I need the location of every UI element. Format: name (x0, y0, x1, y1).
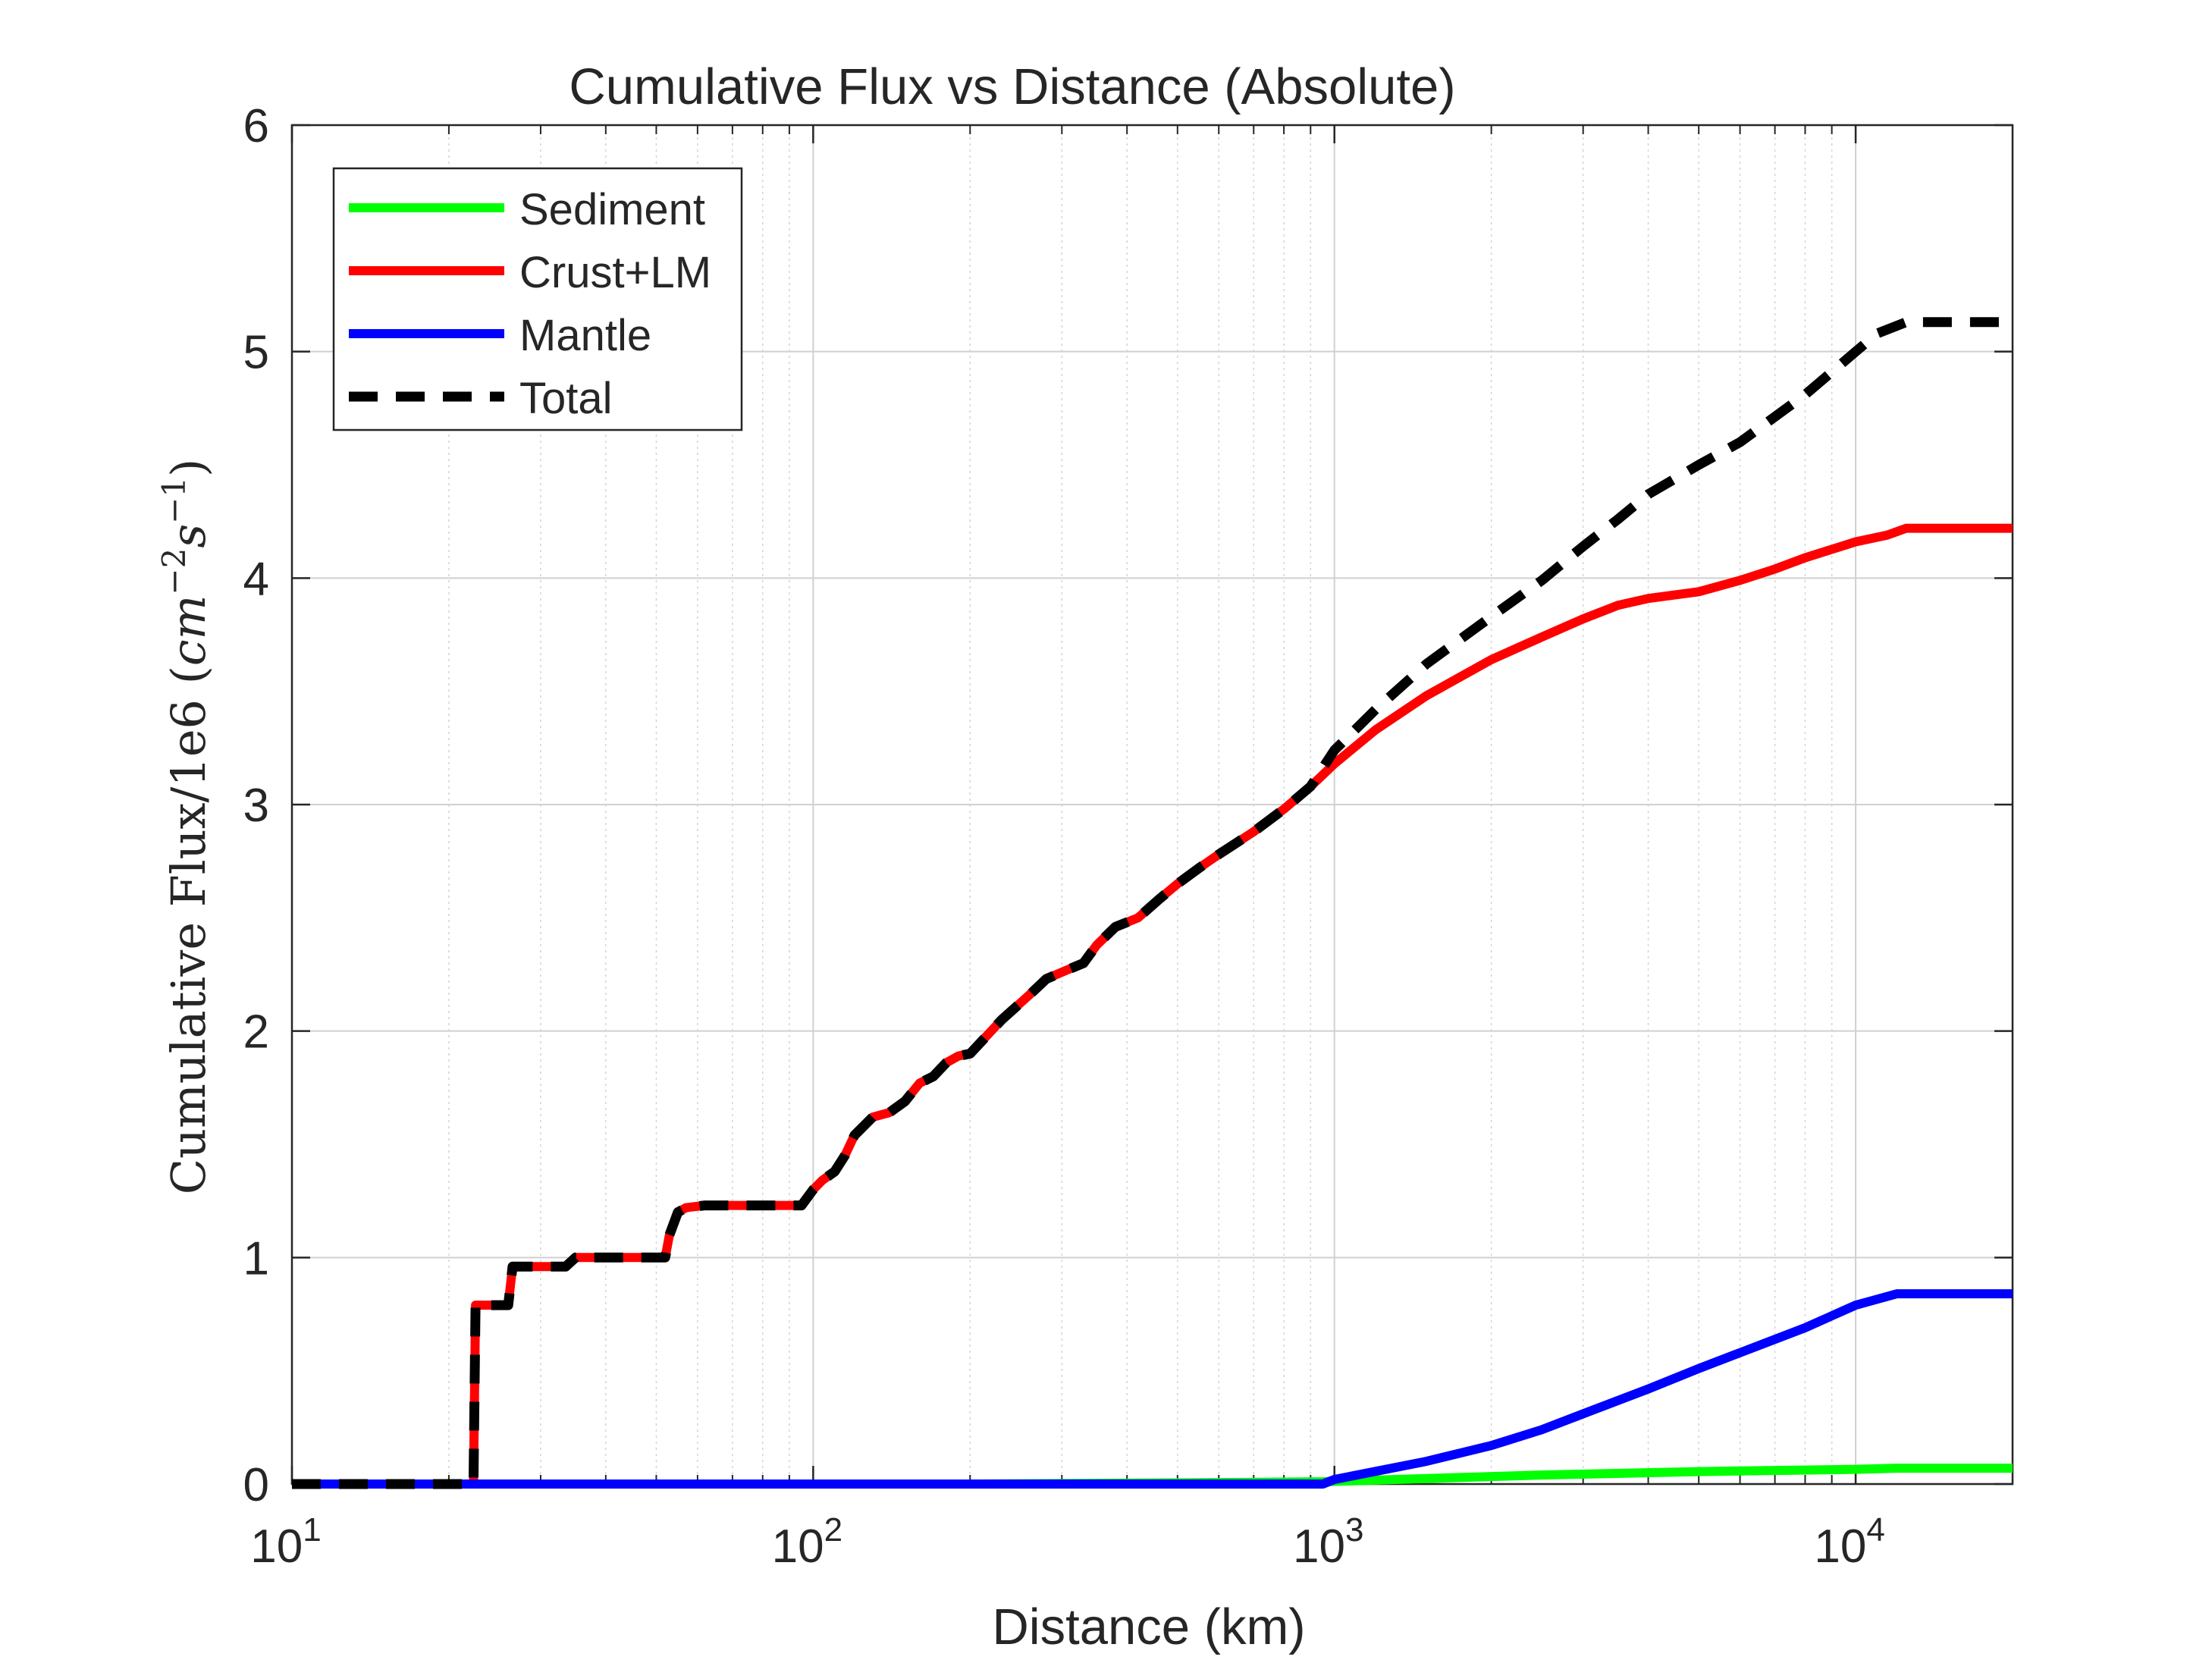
y-axis-label: Cumulative Flux/1e6 (cm−2s−1) (155, 459, 216, 1195)
y-tick-label: 4 (243, 553, 269, 605)
y-tick-label: 2 (243, 1006, 269, 1059)
x-tick-label: 103 (1293, 1511, 1363, 1573)
grid-layer (292, 125, 2013, 1484)
y-tick-label: 3 (243, 780, 269, 832)
tick-layer: 101 102 103 104 0 1 2 3 4 5 6 (243, 100, 2013, 1573)
y-axis-label-unit-s: s (161, 524, 216, 548)
y-axis-label-unit-cm: cm (161, 595, 216, 667)
x-tick-label: 102 (772, 1511, 842, 1573)
y-axis-label-exp-s: −1 (155, 477, 193, 524)
y-axis-label-close: ) (161, 459, 216, 477)
series-layer (292, 317, 2013, 1489)
y-tick-label: 1 (243, 1232, 269, 1285)
y-tick-label: 5 (243, 327, 269, 379)
legend: Sediment Crust+LM Mantle Total (332, 167, 743, 431)
legend-label: Mantle (519, 311, 651, 360)
legend-label: Crust+LM (519, 248, 711, 297)
y-axis-label-exp-cm: −2 (155, 548, 193, 595)
y-axis-label-main: Cumulative Flux/1e6 ( (161, 666, 216, 1194)
legend-label: Total (519, 374, 613, 423)
x-axis-label: Distance (km) (992, 1599, 1305, 1655)
y-tick-label: 6 (243, 100, 269, 152)
x-tick-label: 104 (1814, 1511, 1884, 1573)
series-line-mantle (292, 1289, 2013, 1489)
series-line-total (292, 317, 2013, 1489)
x-tick-label: 101 (250, 1511, 321, 1573)
chart-title: Cumulative Flux vs Distance (Absolute) (569, 58, 1455, 115)
y-tick-label: 0 (243, 1459, 269, 1511)
legend-label: Sediment (519, 185, 705, 234)
